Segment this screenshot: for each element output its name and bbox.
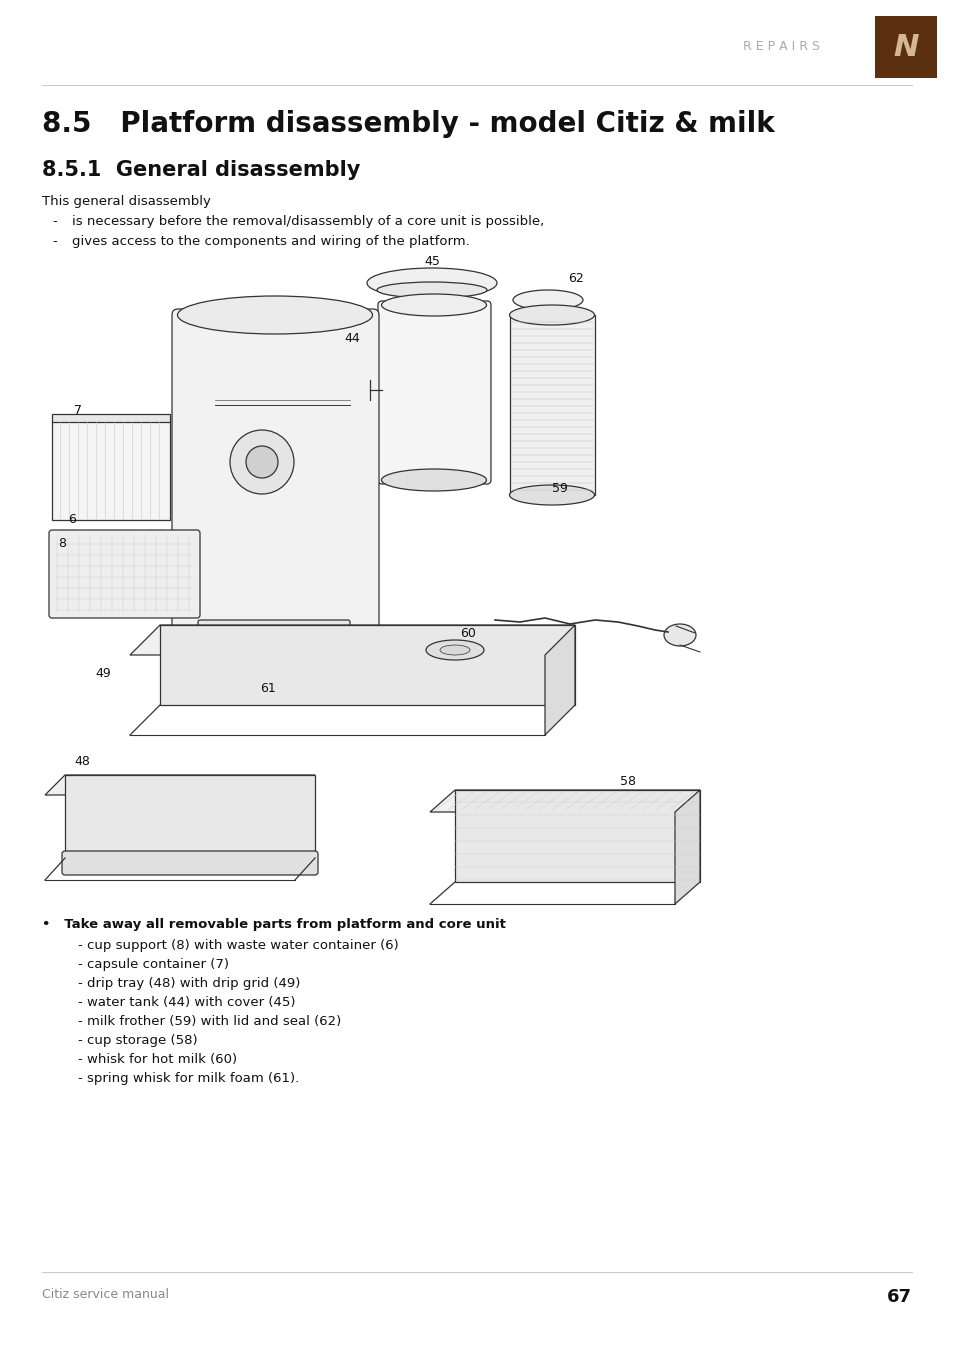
Text: 61: 61 (260, 682, 275, 695)
Polygon shape (160, 625, 575, 705)
Ellipse shape (376, 282, 486, 298)
Text: - water tank (44) with cover (45): - water tank (44) with cover (45) (78, 996, 295, 1008)
FancyBboxPatch shape (377, 301, 491, 485)
Polygon shape (130, 625, 575, 655)
Text: 48: 48 (74, 755, 90, 768)
Polygon shape (455, 790, 700, 882)
Text: N: N (892, 32, 918, 62)
Text: - cup support (8) with waste water container (6): - cup support (8) with waste water conta… (78, 940, 398, 952)
Polygon shape (45, 775, 314, 795)
Ellipse shape (509, 485, 594, 505)
Text: Citiz service manual: Citiz service manual (42, 1288, 169, 1301)
Text: is necessary before the removal/disassembly of a core unit is possible,: is necessary before the removal/disassem… (71, 215, 543, 228)
Ellipse shape (367, 269, 497, 298)
Ellipse shape (381, 468, 486, 491)
Text: - capsule container (7): - capsule container (7) (78, 958, 229, 971)
FancyBboxPatch shape (52, 420, 170, 520)
Ellipse shape (513, 290, 582, 310)
Text: 60: 60 (459, 626, 476, 640)
Text: 59: 59 (552, 482, 567, 495)
FancyBboxPatch shape (49, 531, 200, 618)
Text: 62: 62 (567, 271, 583, 285)
Text: 49: 49 (95, 667, 111, 680)
Polygon shape (430, 790, 700, 811)
FancyBboxPatch shape (52, 414, 170, 423)
Ellipse shape (426, 640, 483, 660)
Text: 67: 67 (886, 1288, 911, 1305)
Text: -: - (52, 235, 56, 248)
Text: 8.5.1  General disassembly: 8.5.1 General disassembly (42, 161, 360, 180)
Text: 44: 44 (344, 332, 359, 346)
Text: -: - (52, 215, 56, 228)
FancyBboxPatch shape (874, 16, 936, 78)
Ellipse shape (381, 294, 486, 316)
Ellipse shape (509, 305, 594, 325)
Text: 58: 58 (619, 775, 636, 788)
Polygon shape (65, 775, 314, 859)
FancyBboxPatch shape (62, 850, 317, 875)
Polygon shape (544, 625, 575, 734)
Text: - cup storage (58): - cup storage (58) (78, 1034, 197, 1048)
Circle shape (230, 431, 294, 494)
FancyBboxPatch shape (172, 309, 378, 636)
Text: 6: 6 (68, 513, 76, 526)
Ellipse shape (439, 645, 470, 655)
Text: - spring whisk for milk foam (61).: - spring whisk for milk foam (61). (78, 1072, 299, 1085)
Text: - milk frother (59) with lid and seal (62): - milk frother (59) with lid and seal (6… (78, 1015, 341, 1027)
Text: 8: 8 (58, 537, 66, 549)
Ellipse shape (663, 624, 696, 647)
Ellipse shape (177, 296, 372, 333)
Text: 45: 45 (424, 255, 439, 269)
Text: - whisk for hot milk (60): - whisk for hot milk (60) (78, 1053, 237, 1066)
Text: R E P A I R S: R E P A I R S (742, 40, 820, 53)
FancyBboxPatch shape (510, 315, 595, 495)
Text: 8.5   Platform disassembly - model Citiz & milk: 8.5 Platform disassembly - model Citiz &… (42, 109, 774, 138)
Text: •   Take away all removable parts from platform and core unit: • Take away all removable parts from pla… (42, 918, 505, 932)
Circle shape (246, 446, 277, 478)
Polygon shape (675, 790, 700, 905)
Text: gives access to the components and wiring of the platform.: gives access to the components and wirin… (71, 235, 469, 248)
FancyBboxPatch shape (198, 620, 350, 647)
Text: This general disassembly: This general disassembly (42, 194, 211, 208)
Text: 7: 7 (74, 404, 82, 417)
Text: - drip tray (48) with drip grid (49): - drip tray (48) with drip grid (49) (78, 977, 300, 990)
